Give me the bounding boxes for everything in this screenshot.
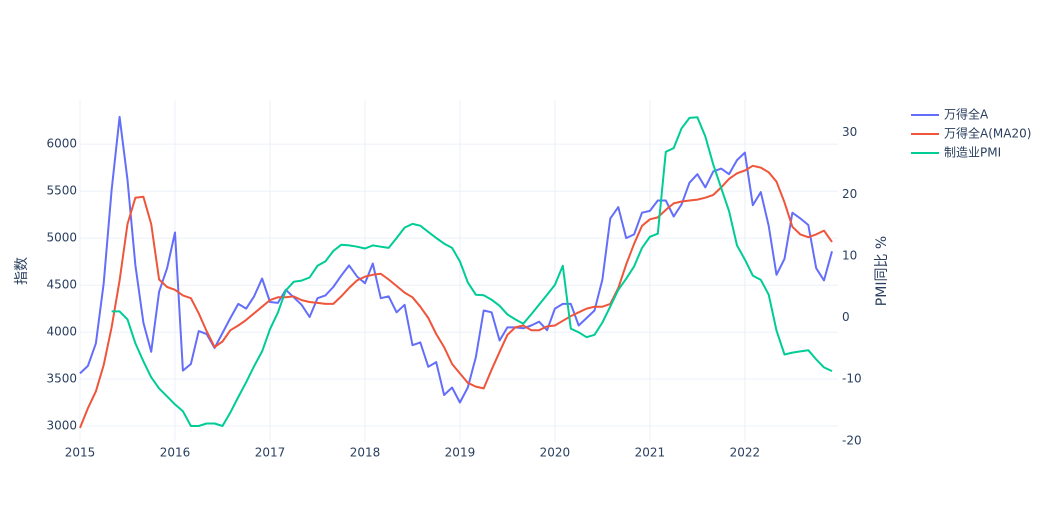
x-tick-label: 2017 xyxy=(255,446,286,460)
x-tick-label: 2019 xyxy=(445,446,476,460)
y-tick-label: 3500 xyxy=(46,372,77,386)
y-tick-label: 5500 xyxy=(46,184,77,198)
legend-label: 万得全A xyxy=(944,107,989,122)
y2-tick-label: -10 xyxy=(842,372,862,386)
y2-tick-label: 30 xyxy=(842,125,857,139)
x-tick-label: 2021 xyxy=(635,446,666,460)
x-tick-label: 2020 xyxy=(540,446,571,460)
series-line xyxy=(79,115,833,404)
y-tick-label: 4500 xyxy=(46,278,77,292)
legend-label: 制造业PMI xyxy=(944,146,1001,160)
x-tick-label: 2016 xyxy=(160,446,191,460)
x-tick-label: 2018 xyxy=(350,446,381,460)
y-tick-label: 6000 xyxy=(46,137,77,151)
y2-axis-title: PMI同比 % xyxy=(874,236,890,306)
y-axis-title: 指数 xyxy=(14,257,30,285)
y2-tick-label: 10 xyxy=(842,248,857,262)
y-tick-label: 4000 xyxy=(46,325,77,339)
y-tick-label: 5000 xyxy=(46,231,77,245)
x-tick-label: 2022 xyxy=(730,446,761,460)
y2-tick-label: -20 xyxy=(842,433,862,447)
series-line xyxy=(79,164,833,429)
y-tick-label: 3000 xyxy=(46,419,77,433)
legend-label: 万得全A(MA20) xyxy=(944,126,1031,141)
series-line xyxy=(111,116,833,427)
y2-tick-label: 0 xyxy=(842,310,850,324)
y2-tick-label: 20 xyxy=(842,187,857,201)
x-tick-label: 2015 xyxy=(65,446,96,460)
